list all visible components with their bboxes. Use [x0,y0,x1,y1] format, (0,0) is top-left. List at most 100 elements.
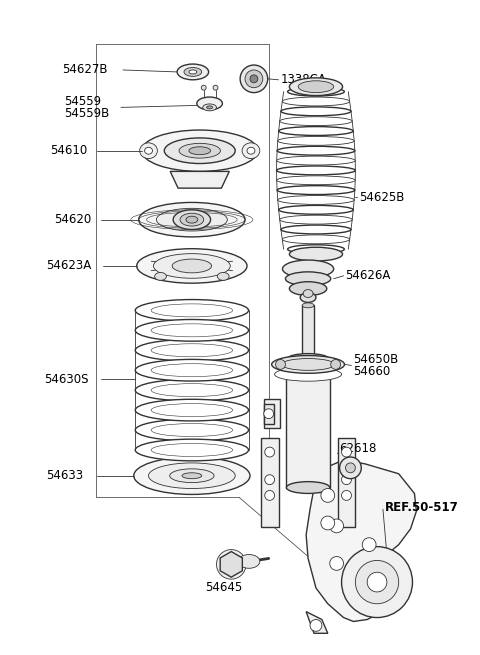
Text: 54559: 54559 [64,95,101,108]
Ellipse shape [282,235,349,244]
Ellipse shape [177,64,209,80]
Circle shape [265,447,275,457]
Ellipse shape [289,282,327,295]
Ellipse shape [213,85,218,90]
Text: 54610: 54610 [50,144,87,157]
Bar [302,305,314,360]
Polygon shape [170,172,229,188]
Ellipse shape [135,339,249,361]
Text: 54627B: 54627B [62,64,108,77]
Ellipse shape [156,208,228,231]
Circle shape [250,75,258,83]
Ellipse shape [142,130,258,172]
Ellipse shape [276,176,355,185]
Ellipse shape [189,70,197,74]
Ellipse shape [272,356,345,373]
Ellipse shape [275,367,342,381]
Ellipse shape [277,146,355,155]
Text: 54660: 54660 [353,365,391,378]
Circle shape [310,620,322,631]
Circle shape [355,561,399,604]
Ellipse shape [135,419,249,441]
Ellipse shape [282,260,334,278]
Ellipse shape [287,481,330,493]
Ellipse shape [242,143,260,159]
Ellipse shape [289,78,343,96]
Ellipse shape [302,357,314,362]
Circle shape [342,491,351,500]
Text: 54633: 54633 [46,469,83,482]
Ellipse shape [186,216,198,223]
Ellipse shape [135,360,249,381]
Ellipse shape [279,206,353,214]
Ellipse shape [276,156,355,165]
Circle shape [346,463,355,473]
Ellipse shape [280,215,352,224]
Circle shape [362,538,376,552]
Ellipse shape [137,249,247,283]
Ellipse shape [182,473,202,479]
Ellipse shape [139,202,245,237]
Ellipse shape [288,245,344,253]
Ellipse shape [300,293,316,303]
Circle shape [330,519,344,533]
Ellipse shape [197,97,222,110]
Ellipse shape [247,147,255,154]
Ellipse shape [298,81,334,92]
Ellipse shape [280,117,352,126]
Ellipse shape [148,463,235,489]
Ellipse shape [135,379,249,401]
Ellipse shape [173,210,211,229]
Polygon shape [220,552,242,577]
Ellipse shape [302,303,314,308]
Polygon shape [306,460,417,622]
Text: REF.50-517: REF.50-517 [385,500,459,514]
Ellipse shape [276,360,286,369]
Ellipse shape [281,225,351,234]
Ellipse shape [277,185,355,195]
Text: 1338CA: 1338CA [280,73,326,86]
Ellipse shape [281,107,351,116]
Text: 54559B: 54559B [64,107,109,120]
Text: 54650B: 54650B [353,353,398,366]
Ellipse shape [135,299,249,321]
Polygon shape [264,399,279,428]
Ellipse shape [134,457,250,495]
Ellipse shape [279,126,353,136]
Ellipse shape [281,358,335,370]
Text: 62618: 62618 [340,441,377,455]
Ellipse shape [201,85,206,90]
Ellipse shape [278,196,354,204]
Ellipse shape [189,147,211,155]
Text: 54620: 54620 [54,213,91,226]
Circle shape [367,572,387,592]
Text: 54623A: 54623A [46,259,91,272]
Circle shape [240,65,268,92]
Text: 54625B: 54625B [360,191,405,204]
Ellipse shape [172,259,212,273]
Text: 54626A: 54626A [346,269,391,282]
Circle shape [340,457,361,479]
Text: 54645: 54645 [205,582,242,595]
Ellipse shape [238,555,260,569]
Ellipse shape [140,143,157,159]
Ellipse shape [144,147,153,154]
Ellipse shape [164,138,235,164]
Circle shape [342,475,351,485]
Bar [287,360,330,487]
Ellipse shape [170,469,214,483]
Ellipse shape [282,97,349,106]
Ellipse shape [276,166,355,175]
Circle shape [216,550,246,579]
Polygon shape [337,438,355,527]
Circle shape [330,557,344,571]
Ellipse shape [180,214,204,226]
Ellipse shape [331,360,341,369]
Ellipse shape [184,67,202,77]
Polygon shape [264,404,274,424]
Ellipse shape [135,400,249,421]
Circle shape [321,516,335,530]
Circle shape [321,489,335,502]
Circle shape [265,475,275,485]
Circle shape [342,447,351,457]
